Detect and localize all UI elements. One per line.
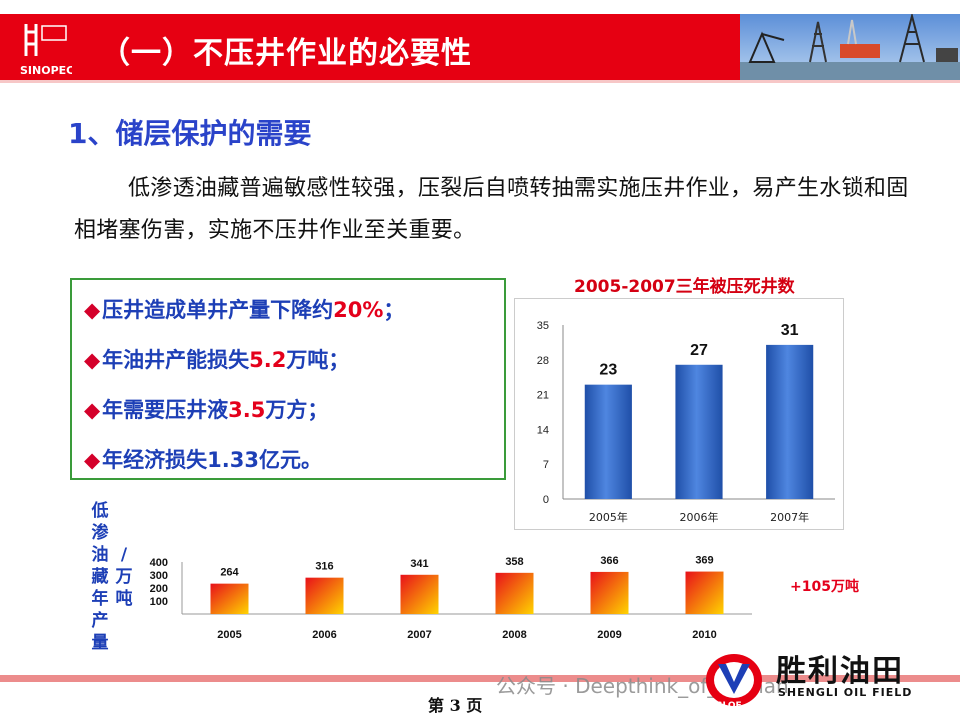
slof-logo: SLOF (704, 650, 764, 712)
bar-value-label: 27 (690, 342, 708, 359)
header-divider (0, 80, 960, 83)
x-tick-label: 2007 (407, 629, 431, 641)
axis-label-char: 渗 (92, 522, 110, 543)
bar-value-label: 366 (600, 555, 618, 567)
x-tick-label: 2005 (217, 629, 241, 641)
bullet-text: 年经济损失1.33亿元。 (102, 448, 322, 472)
bar (590, 571, 629, 614)
field-name-en: SHENGLI OIL FIELD (778, 686, 913, 699)
y-tick-label: 28 (537, 355, 549, 367)
x-tick-label: 2005年 (589, 510, 628, 524)
bullet-text: 年油井产能损失 (102, 348, 250, 372)
wells-chart-svg: 0 7 14 21 28 35 23 2005年 27 2006年 31 2007年 (537, 320, 835, 524)
bullet-item: ◆年油井产能损失5.2万吨； (84, 344, 349, 374)
bar (305, 577, 344, 614)
x-tick-label: 2007年 (770, 510, 809, 524)
bar-value-label: 264 (220, 567, 239, 579)
bullet-text: 年需要压井液 (102, 398, 229, 422)
y-tick-label: 300 (150, 570, 168, 582)
page-number: 第 3 页 (428, 696, 483, 715)
sinopec-logo: SINOPEC (12, 18, 74, 78)
axis-unit-char: 吨 (116, 588, 133, 609)
impact-bullet-box: ◆压井造成单井产量下降约20%； ◆年油井产能损失5.2万吨； ◆年需要压井液3… (70, 278, 506, 480)
axis-label-char: 产 (92, 610, 109, 631)
x-tick-label: 2006年 (680, 510, 719, 524)
y-tick-label: 0 (543, 494, 549, 506)
bar (210, 583, 249, 614)
bar-value-label: 23 (599, 362, 617, 379)
svg-text:SINOPEC: SINOPEC (20, 64, 72, 77)
x-tick-label: 2009 (597, 629, 621, 641)
y-tick-label: 35 (537, 320, 549, 332)
bar (584, 384, 632, 499)
y-tick-label: 7 (543, 459, 549, 471)
bar-value-label: 369 (695, 555, 713, 567)
svg-text:SLOF: SLOF (716, 701, 742, 711)
diamond-icon: ◆ (84, 398, 101, 422)
bullet-suffix: ； (383, 298, 405, 322)
x-tick-label: 2008 (502, 629, 526, 641)
axis-unit-char: 万 (115, 567, 133, 587)
axis-label-char: 藏 (92, 567, 109, 587)
section-heading: 1、储层保护的需要 (68, 117, 312, 150)
bullet-value: 5.2 (249, 348, 287, 372)
axis-label-char: 油 (92, 544, 109, 565)
y-tick-label: 100 (150, 596, 168, 608)
axis-label-char: 年 (92, 588, 109, 609)
diamond-icon: ◆ (84, 448, 101, 472)
axis-unit-char: / (121, 545, 128, 565)
diamond-icon: ◆ (84, 298, 101, 322)
bullet-suffix: 万方； (265, 398, 329, 422)
bar (685, 571, 724, 614)
wells-chart-title: 2005-2007三年被压死井数 (574, 277, 795, 297)
y-tick-label: 14 (537, 424, 549, 436)
bullet-value: 3.5 (228, 398, 266, 422)
field-name: 胜利油田 (776, 654, 904, 689)
bar (495, 572, 534, 614)
bar (766, 344, 814, 499)
oilfield-photo (740, 14, 960, 80)
y-tick-label: 400 (150, 557, 168, 569)
bullet-suffix: 万吨； (286, 348, 350, 372)
page-title: （一）不压井作业的必要性 (100, 36, 472, 71)
bullet-value: 20% (333, 298, 384, 322)
bar-value-label: 316 (315, 561, 333, 573)
bar-value-label: 341 (410, 558, 428, 570)
footer-band (0, 675, 960, 682)
bullet-item: ◆年需要压井液3.5万方； (84, 394, 328, 424)
x-tick-label: 2006 (312, 629, 336, 641)
axis-label-char: 量 (92, 632, 109, 653)
bullet-item: ◆压井造成单井产量下降约20%； (84, 294, 404, 324)
x-tick-label: 2010 (692, 629, 716, 641)
bar-value-label: 358 (505, 556, 523, 568)
bar (675, 364, 723, 499)
production-axis-label: 低渗油藏年产量 / 万吨 (90, 498, 140, 658)
bar-value-label: 31 (781, 322, 799, 339)
bullet-item: ◆年经济损失1.33亿元。 (84, 444, 322, 474)
wells-chart: 0 7 14 21 28 35 23 2005年 27 2006年 31 2007年 (514, 298, 844, 530)
y-tick-label: 21 (537, 390, 549, 402)
bullet-text: 压井造成单井产量下降约 (102, 298, 334, 322)
axis-label-char: 低 (91, 500, 109, 521)
production-chart: 100 200 300 400 264 2005 316 2006 341 2007 358 2008… (142, 548, 782, 648)
intro-paragraph: 低渗透油藏普遍敏感性较强，压裂后自喷转抽需实施压井作业，易产生水锁和固相堵塞伤害… (74, 176, 909, 243)
production-increase-note: +105万吨 (790, 579, 859, 595)
bar (400, 574, 439, 614)
diamond-icon: ◆ (84, 348, 101, 372)
y-tick-label: 200 (150, 583, 168, 595)
